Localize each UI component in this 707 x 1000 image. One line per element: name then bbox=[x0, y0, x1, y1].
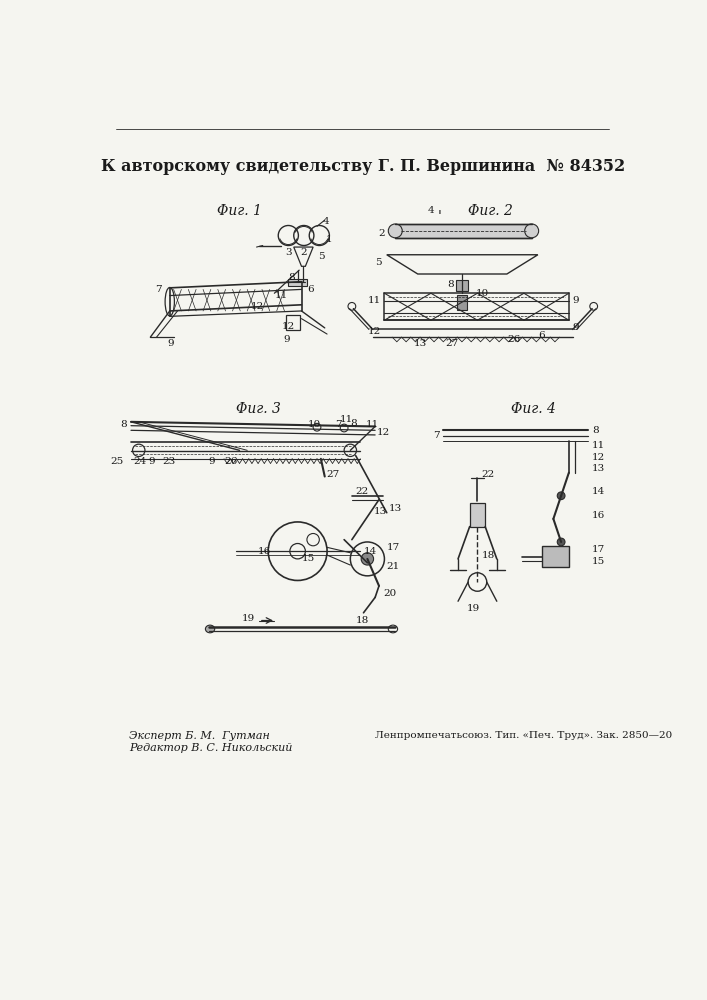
Bar bbox=[542, 546, 569, 567]
Text: 22: 22 bbox=[481, 470, 495, 479]
Text: 23: 23 bbox=[162, 457, 175, 466]
Text: 13: 13 bbox=[414, 339, 427, 348]
Text: Ленпромпечатьсоюз. Тип. «Печ. Труд». Зак. 2850—20: Ленпромпечатьсоюз. Тип. «Печ. Труд». Зак… bbox=[375, 732, 672, 740]
Text: 7: 7 bbox=[433, 431, 440, 440]
Text: К авторскому свидетельству Г. П. Вершинина  № 84352: К авторскому свидетельству Г. П. Вершини… bbox=[100, 158, 625, 175]
Text: 10: 10 bbox=[308, 420, 321, 429]
Text: 4: 4 bbox=[428, 206, 434, 215]
Ellipse shape bbox=[525, 224, 539, 238]
Text: 8: 8 bbox=[592, 426, 599, 435]
Bar bbox=[469, 503, 485, 527]
Text: 11: 11 bbox=[366, 420, 379, 429]
Circle shape bbox=[557, 492, 565, 500]
Text: 8: 8 bbox=[351, 419, 357, 428]
Text: 13: 13 bbox=[592, 464, 605, 473]
Text: 16: 16 bbox=[257, 547, 271, 556]
Text: 9: 9 bbox=[209, 457, 215, 466]
Circle shape bbox=[557, 538, 565, 546]
Text: 27: 27 bbox=[445, 339, 458, 348]
Text: 27: 27 bbox=[327, 470, 339, 479]
Text: 5: 5 bbox=[375, 258, 381, 267]
Text: 25: 25 bbox=[110, 457, 123, 466]
Text: 11: 11 bbox=[368, 296, 381, 305]
Text: 2: 2 bbox=[300, 248, 307, 257]
Text: 6: 6 bbox=[307, 285, 313, 294]
Text: 9: 9 bbox=[149, 457, 156, 466]
Text: 15: 15 bbox=[301, 554, 315, 563]
Bar bbox=[457, 295, 467, 310]
Text: 7: 7 bbox=[156, 285, 162, 294]
Text: 2: 2 bbox=[378, 229, 385, 238]
Text: 12: 12 bbox=[592, 453, 605, 462]
Text: 12: 12 bbox=[368, 327, 381, 336]
Text: 8: 8 bbox=[120, 420, 127, 429]
Text: 9: 9 bbox=[573, 323, 579, 332]
Bar bbox=[288, 279, 307, 286]
Text: 17: 17 bbox=[387, 543, 400, 552]
Text: Φиг. 1: Φиг. 1 bbox=[217, 204, 262, 218]
Text: 6: 6 bbox=[538, 331, 544, 340]
Text: 12: 12 bbox=[251, 302, 264, 311]
Text: 22: 22 bbox=[356, 487, 369, 496]
Text: 11: 11 bbox=[592, 441, 605, 450]
Ellipse shape bbox=[206, 625, 215, 633]
Text: 3: 3 bbox=[285, 248, 292, 257]
Circle shape bbox=[361, 553, 373, 565]
Text: 26: 26 bbox=[507, 335, 520, 344]
Text: 24: 24 bbox=[134, 457, 146, 466]
Text: Редактор В. С. Никольский: Редактор В. С. Никольский bbox=[129, 743, 292, 753]
Text: 21: 21 bbox=[387, 562, 400, 571]
Text: Φиг. 4: Φиг. 4 bbox=[510, 402, 556, 416]
Text: 17: 17 bbox=[592, 545, 605, 554]
Text: 10: 10 bbox=[476, 289, 489, 298]
Text: 9: 9 bbox=[284, 335, 291, 344]
Text: 18: 18 bbox=[356, 616, 369, 625]
Text: 12: 12 bbox=[282, 322, 296, 331]
Text: 13: 13 bbox=[373, 507, 387, 516]
Ellipse shape bbox=[388, 224, 402, 238]
Text: 18: 18 bbox=[481, 551, 495, 560]
Text: 7: 7 bbox=[335, 420, 341, 429]
Text: 12: 12 bbox=[377, 428, 390, 437]
Text: 19: 19 bbox=[242, 614, 255, 623]
Bar bbox=[286, 315, 300, 330]
Text: 16: 16 bbox=[592, 511, 605, 520]
Text: 1: 1 bbox=[325, 235, 332, 244]
Text: 11: 11 bbox=[340, 415, 354, 424]
Text: Φиг. 3: Φиг. 3 bbox=[236, 402, 281, 416]
Text: Φиг. 2: Φиг. 2 bbox=[468, 204, 513, 218]
Bar bbox=[456, 280, 468, 291]
Text: 8: 8 bbox=[448, 280, 454, 289]
Text: 4: 4 bbox=[323, 217, 329, 226]
Text: 19: 19 bbox=[467, 604, 480, 613]
Text: 8: 8 bbox=[288, 273, 295, 282]
Text: Эксперт Б. М.  Гутман: Эксперт Б. М. Гутман bbox=[129, 731, 269, 741]
Text: 9: 9 bbox=[573, 296, 579, 305]
Text: 5: 5 bbox=[317, 252, 325, 261]
Text: 14: 14 bbox=[592, 487, 605, 496]
Text: 11: 11 bbox=[274, 291, 288, 300]
Bar bbox=[395, 224, 532, 238]
Text: 20: 20 bbox=[383, 589, 396, 598]
Text: 13: 13 bbox=[388, 504, 402, 513]
Text: 9: 9 bbox=[168, 339, 174, 348]
Text: 26: 26 bbox=[224, 457, 238, 466]
Text: 14: 14 bbox=[363, 547, 377, 556]
Text: 15: 15 bbox=[592, 557, 605, 566]
Text: ': ' bbox=[437, 210, 441, 224]
